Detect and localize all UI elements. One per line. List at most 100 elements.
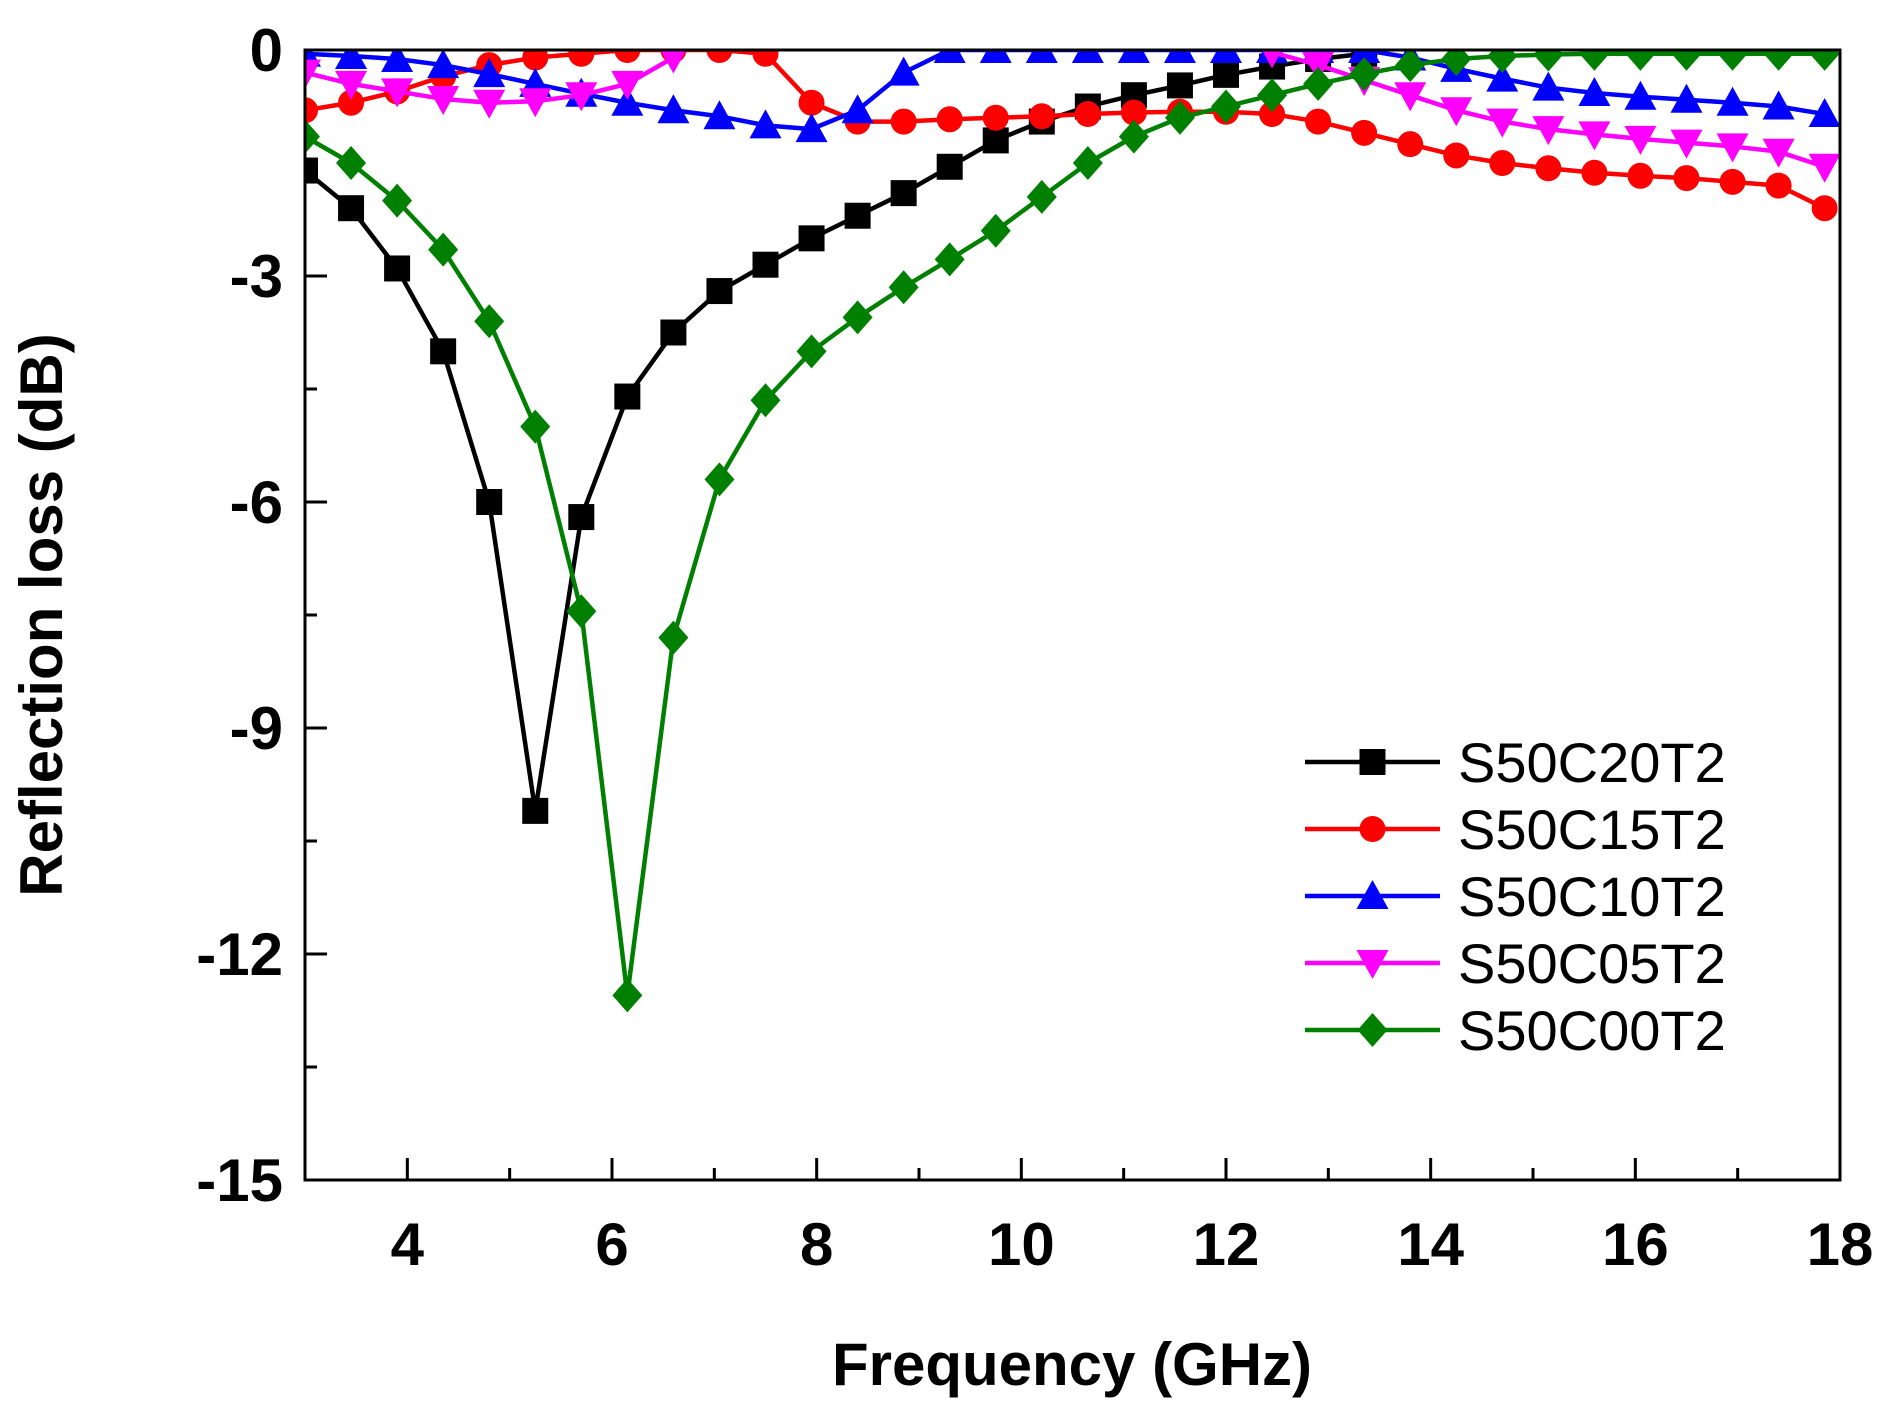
x-tick-label: 4 xyxy=(391,1211,425,1278)
data-point xyxy=(1026,179,1057,214)
data-point xyxy=(657,94,690,124)
x-tick-label: 16 xyxy=(1602,1211,1669,1278)
data-point xyxy=(704,462,735,497)
series-S50C05T2 xyxy=(305,50,1840,183)
legend-item: S50C10T2 xyxy=(1305,865,1726,928)
data-point xyxy=(335,70,368,100)
data-point xyxy=(749,109,782,139)
data-point xyxy=(1765,172,1792,199)
data-point xyxy=(305,59,321,89)
data-point xyxy=(612,978,643,1013)
series-S50C10T2 xyxy=(305,50,1840,143)
data-point xyxy=(1305,108,1332,135)
data-point xyxy=(933,50,966,63)
data-point xyxy=(798,225,825,252)
data-point xyxy=(842,300,873,335)
data-point xyxy=(338,195,365,222)
data-point xyxy=(1349,57,1380,92)
data-point xyxy=(1025,50,1058,63)
data-point xyxy=(611,70,644,100)
data-point xyxy=(1397,131,1424,158)
data-point xyxy=(473,58,506,88)
data-point xyxy=(706,50,733,63)
data-point xyxy=(473,89,506,119)
data-point xyxy=(611,86,644,116)
x-tick-label: 6 xyxy=(595,1211,628,1278)
data-point xyxy=(1210,50,1242,63)
legend-item: S50C00T2 xyxy=(1305,999,1726,1062)
data-point xyxy=(520,409,551,444)
data-point xyxy=(1716,86,1749,116)
data-point xyxy=(1808,153,1840,183)
data-point xyxy=(522,797,549,824)
data-point xyxy=(798,89,825,116)
data-point xyxy=(336,146,367,180)
data-point xyxy=(1489,150,1516,176)
data-point xyxy=(1532,71,1565,101)
data-point xyxy=(1670,83,1703,113)
data-point xyxy=(660,50,687,74)
data-point xyxy=(476,489,503,515)
legend-label: S50C15T2 xyxy=(1458,798,1726,861)
data-point xyxy=(1071,50,1104,63)
data-point xyxy=(1164,100,1195,135)
data-point xyxy=(568,50,595,67)
y-tick-label: -15 xyxy=(196,1147,283,1214)
data-point xyxy=(706,278,733,305)
data-point xyxy=(1624,80,1657,110)
series-line xyxy=(305,50,1827,132)
data-point xyxy=(474,304,505,339)
data-point xyxy=(934,242,965,277)
y-tick-label: 0 xyxy=(250,17,283,84)
x-axis-title: Frequency (GHz) xyxy=(832,1331,1312,1398)
data-point xyxy=(1303,66,1334,101)
data-point xyxy=(1163,50,1196,63)
legend-marker xyxy=(1359,749,1386,775)
data-point xyxy=(427,85,460,115)
data-point xyxy=(1578,76,1611,106)
data-point xyxy=(982,104,1009,131)
y-tick-label: -3 xyxy=(230,243,283,310)
legend-item: S50C05T2 xyxy=(1305,932,1726,995)
y-tick-label: -6 xyxy=(230,469,283,536)
data-point xyxy=(1028,103,1055,130)
data-point xyxy=(1624,125,1657,155)
y-axis: 0 -3 -6 -9 -12 -15 xyxy=(196,17,327,1214)
series-line xyxy=(305,51,1367,814)
data-point xyxy=(1486,62,1519,92)
y-tick-label: -9 xyxy=(230,695,283,762)
data-point xyxy=(1763,50,1794,71)
data-point xyxy=(1627,162,1654,189)
data-point xyxy=(1535,155,1562,182)
legend-item: S50C20T2 xyxy=(1305,731,1726,794)
data-point xyxy=(658,620,689,655)
data-point xyxy=(752,50,779,67)
data-point xyxy=(1670,129,1703,159)
data-point xyxy=(1118,119,1149,154)
data-point xyxy=(1117,50,1150,63)
data-point xyxy=(614,50,641,63)
data-point xyxy=(381,50,414,73)
data-point xyxy=(980,213,1011,248)
data-point xyxy=(335,50,368,70)
y-axis-title: Reflection loss (dB) xyxy=(8,333,75,896)
data-point xyxy=(890,180,917,207)
data-point xyxy=(565,82,598,112)
data-point xyxy=(1072,146,1103,180)
data-point xyxy=(1625,50,1656,71)
data-point xyxy=(1716,133,1749,163)
data-point xyxy=(887,56,920,86)
x-tick-label: 10 xyxy=(988,1211,1055,1278)
data-point xyxy=(1440,97,1473,127)
data-point xyxy=(427,50,460,79)
data-point xyxy=(1302,52,1335,82)
data-point xyxy=(936,153,963,180)
data-point xyxy=(1762,90,1795,120)
data-point xyxy=(1719,168,1746,195)
legend-marker xyxy=(1359,816,1386,842)
legend-item: S50C15T2 xyxy=(1305,798,1726,861)
y-tick-label: -12 xyxy=(196,921,283,988)
series-line xyxy=(305,50,1827,211)
data-point xyxy=(841,94,874,124)
